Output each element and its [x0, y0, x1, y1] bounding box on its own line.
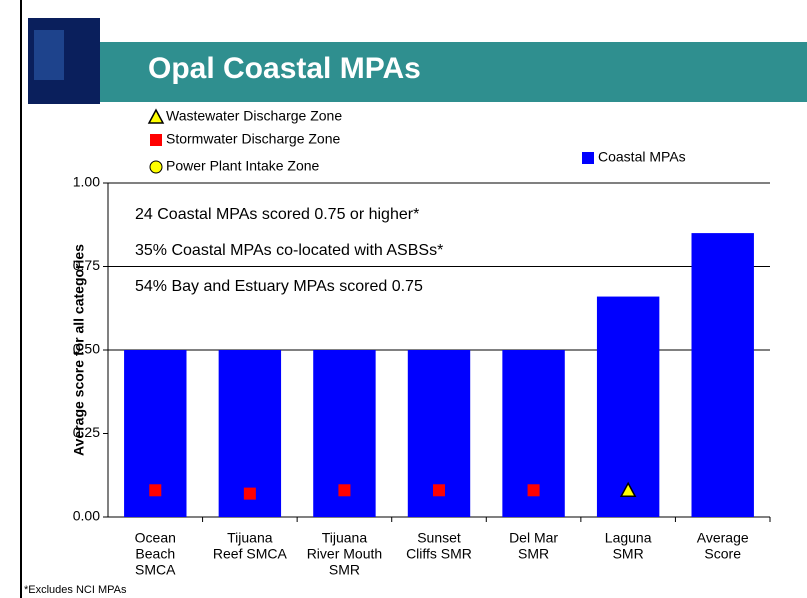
- x-tick-label: Laguna: [605, 530, 652, 546]
- x-tick-label: Tijuana: [322, 530, 368, 546]
- y-tick-label: 1.00: [73, 174, 100, 190]
- y-tick-label: 0.25: [73, 424, 100, 440]
- header-band: [100, 42, 807, 102]
- x-tick-label: SMCA: [135, 562, 176, 578]
- legend-label: Coastal MPAs: [598, 149, 686, 165]
- x-tick-label: Beach: [135, 546, 175, 562]
- header-image-detail: [34, 30, 64, 80]
- x-tick-label: SMR: [518, 546, 549, 562]
- legend-swatch: [150, 134, 162, 146]
- x-tick-label: SMR: [329, 562, 360, 578]
- x-tick-label: SMR: [613, 546, 644, 562]
- y-tick-label: 0.50: [73, 341, 100, 357]
- legend-swatch: [147, 108, 165, 124]
- x-tick-label: Score: [704, 546, 741, 562]
- x-tick-label: Del Mar: [509, 530, 558, 546]
- point-marker: [243, 487, 256, 500]
- legend-swatch: [582, 152, 594, 164]
- bar: [596, 296, 660, 517]
- point-marker: [433, 484, 445, 497]
- y-tick-label: 0.00: [73, 508, 100, 524]
- point-marker: [149, 484, 162, 497]
- x-tick-label: Sunset: [417, 530, 461, 546]
- annotation: 54% Bay and Estuary MPAs scored 0.75: [135, 278, 423, 295]
- legend-swatch: [149, 160, 163, 174]
- point-marker: [338, 484, 351, 497]
- annotation: 24 Coastal MPAs scored 0.75 or higher*: [135, 206, 419, 223]
- x-tick-label: River Mouth: [307, 546, 382, 562]
- x-tick-label: Tijuana: [227, 530, 273, 546]
- slide-title: Opal Coastal MPAs: [148, 52, 421, 85]
- x-tick-label: Cliffs SMR: [406, 546, 472, 562]
- point-marker: [527, 484, 540, 497]
- x-tick-label: Ocean: [135, 530, 176, 546]
- legend-label: Power Plant Intake Zone: [166, 158, 320, 174]
- legend-label: Stormwater Discharge Zone: [166, 131, 341, 147]
- y-axis-label: Average score for all categories: [71, 244, 87, 456]
- point-marker: [619, 481, 637, 498]
- annotation: 35% Coastal MPAs co-located with ASBSs*: [135, 242, 443, 259]
- legend-label: Wastewater Discharge Zone: [166, 108, 342, 124]
- x-tick-label: Average: [697, 530, 749, 546]
- x-tick-label: Reef SMCA: [213, 546, 288, 562]
- y-tick-label: 0.75: [73, 257, 100, 273]
- footnote: *Excludes NCI MPAs: [24, 584, 127, 596]
- bar: [691, 233, 754, 517]
